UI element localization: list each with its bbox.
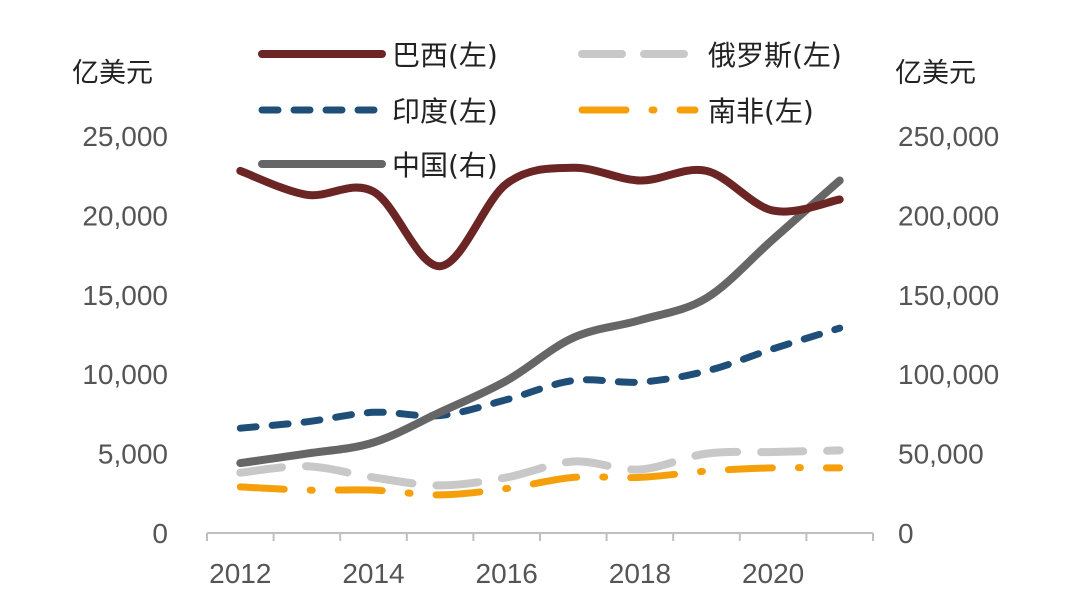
- x-tick-label: 2016: [476, 558, 538, 589]
- series-line-brazil: [236, 163, 844, 271]
- y-left-tick-label: 25,000: [82, 121, 168, 152]
- y-right-tick-label: 200,000: [898, 200, 999, 231]
- right-unit-label: 亿美元: [895, 58, 976, 89]
- y-left-tick-label: 20,000: [82, 200, 168, 231]
- y-left-tick-label: 10,000: [82, 359, 168, 390]
- y-right-tick-label: 250,000: [898, 121, 999, 152]
- series-line-south-africa: [236, 464, 844, 499]
- legend-label-china: 中国(右): [392, 149, 498, 182]
- legend-item-brazil: 巴西(左): [258, 39, 498, 72]
- legend-item-china: 中国(右): [258, 149, 498, 182]
- x-tick-label: 2020: [742, 558, 804, 589]
- series-line-india: [236, 324, 844, 432]
- legend-label-south-africa: 南非(左): [708, 95, 814, 128]
- legend-label-brazil: 巴西(左): [392, 39, 498, 72]
- y-left-tick-label: 15,000: [82, 280, 168, 311]
- y-left-tick-label: 5,000: [98, 439, 168, 470]
- legend-item-india: 印度(左): [258, 95, 498, 128]
- y-right-tick-label: 100,000: [898, 359, 999, 390]
- series-line-russia: [236, 446, 844, 490]
- axes: 2012 2014 2016 2018 2020 0 5,000 10,000 15,000 20…: [82, 121, 999, 589]
- legend: 巴西(左) 俄罗斯(左) 印度(左) 南非(左) 中国(右): [258, 39, 842, 182]
- x-tick-label: 2014: [342, 558, 404, 589]
- y-left-tick-label: 0: [152, 518, 168, 549]
- left-unit-label: 亿美元: [72, 58, 153, 89]
- y-right-tick-label: 0: [898, 518, 914, 549]
- y-right-tick-label: 150,000: [898, 280, 999, 311]
- series-lines: [236, 163, 844, 499]
- legend-item-russia: 俄罗斯(左): [578, 39, 842, 72]
- series-line-china: [236, 176, 844, 468]
- legend-item-south-africa: 南非(左): [578, 95, 814, 128]
- y-right-tick-label: 50,000: [898, 439, 984, 470]
- legend-label-russia: 俄罗斯(左): [708, 39, 842, 72]
- legend-label-india: 印度(左): [392, 95, 498, 128]
- x-tick-label: 2012: [209, 558, 271, 589]
- x-tick-label: 2018: [609, 558, 671, 589]
